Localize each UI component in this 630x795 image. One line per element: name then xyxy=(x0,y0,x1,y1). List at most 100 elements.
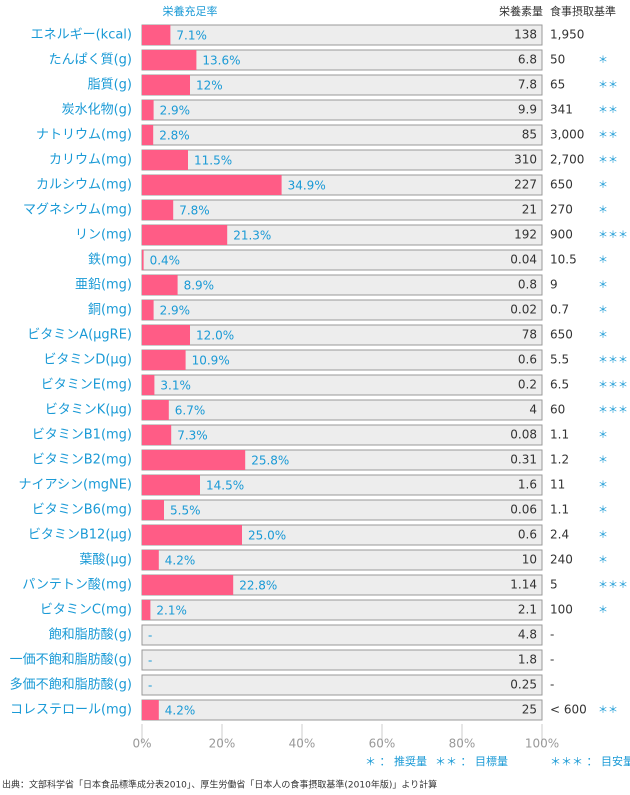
standard: - xyxy=(550,628,554,642)
standard: 900 xyxy=(550,228,573,242)
standard: 0.7 xyxy=(550,303,569,317)
standard: 240 xyxy=(550,553,573,567)
bar xyxy=(142,425,172,445)
standard-header: 食事摂取基準 xyxy=(550,4,616,18)
value-header: 栄養充足率 xyxy=(163,4,218,18)
category-label: 葉酸(μg) xyxy=(79,553,132,568)
value-label: 5.5% xyxy=(170,504,201,518)
standard: 60 xyxy=(550,403,565,417)
amount: 4 xyxy=(529,403,537,417)
standard: 5.5 xyxy=(550,353,569,367)
amount: 0.08 xyxy=(510,428,537,442)
amount: 0.2 xyxy=(518,378,537,392)
bar xyxy=(142,75,190,95)
x-tick-label: 100% xyxy=(525,737,559,751)
category-label: 炭水化物(g) xyxy=(62,103,132,118)
amount: 0.6 xyxy=(518,353,537,367)
value-label: 25.8% xyxy=(251,454,289,468)
bar xyxy=(142,450,246,470)
bar xyxy=(142,700,159,720)
bar xyxy=(142,500,164,520)
standard: 10.5 xyxy=(550,253,577,267)
value-label: 0.4% xyxy=(150,254,181,268)
row-box xyxy=(141,674,543,696)
standard-mark: ＊ xyxy=(598,180,608,191)
amount: 10 xyxy=(522,553,537,567)
value-label: 10.9% xyxy=(192,354,230,368)
standard-mark: ＊＊ xyxy=(598,705,618,716)
category-label: ビタミンK(μg) xyxy=(45,403,132,418)
value-label: 13.6% xyxy=(202,54,240,68)
bar xyxy=(142,325,190,345)
category-label: 飽和脂肪酸(g) xyxy=(49,627,132,643)
standard: 341 xyxy=(550,103,573,117)
standard-mark: ＊＊ xyxy=(598,130,618,141)
bar xyxy=(142,225,228,245)
amount: 227 xyxy=(514,178,537,192)
standard-mark: ＊ xyxy=(598,280,608,291)
standard: 50 xyxy=(550,53,565,67)
standard-mark: ＊ xyxy=(598,505,608,516)
standard: 11 xyxy=(550,478,565,492)
amount: 78 xyxy=(522,328,537,342)
amount: 0.6 xyxy=(518,528,537,542)
standard-mark: ＊＊＊ xyxy=(598,230,628,241)
value-label: - xyxy=(148,629,152,643)
row-box xyxy=(141,299,543,321)
value-label: 8.9% xyxy=(184,279,215,293)
value-label: 4.2% xyxy=(165,704,196,718)
value-label: 2.8% xyxy=(159,129,190,143)
bar xyxy=(142,300,154,320)
value-label: 7.8% xyxy=(179,204,210,218)
value-label: 7.1% xyxy=(176,29,207,43)
value-label: 7.3% xyxy=(177,429,208,443)
category-label: 鉄(mg) xyxy=(88,253,132,268)
legend-entry: ＊＊＊ ： 目安量 xyxy=(550,754,630,768)
standard: 650 xyxy=(550,328,573,342)
standard: 9 xyxy=(550,278,558,292)
category-label: ビタミンB1(mg) xyxy=(32,428,132,443)
standard-mark: ＊＊ xyxy=(598,105,618,116)
standard-mark: ＊ xyxy=(598,555,608,566)
legend-entry: ＊＊ ： 目標量 xyxy=(435,754,508,768)
bar xyxy=(142,200,174,220)
category-label: ナトリウム(mg) xyxy=(36,128,132,143)
standard-mark: ＊＊＊ xyxy=(598,380,628,391)
amount: 21 xyxy=(522,203,537,217)
category-label: ビタミンA(μgRE) xyxy=(27,328,132,343)
bar xyxy=(142,50,197,70)
standard-mark: ＊＊＊ xyxy=(598,405,628,416)
amount: 1.14 xyxy=(510,578,537,592)
amount: 4.8 xyxy=(518,628,537,642)
source: 出典：文部科学省「日本食品標準成分表2010」、厚生労働省「日本人の食事摂取基準… xyxy=(2,779,437,791)
bar xyxy=(142,175,282,195)
row-box xyxy=(141,124,543,146)
standard-mark: ＊＊ xyxy=(598,155,618,166)
value-label: 25.0% xyxy=(248,529,286,543)
standard: 6.5 xyxy=(550,378,569,392)
value-label: 12.0% xyxy=(196,329,234,343)
category-label: リン(mg) xyxy=(75,228,132,243)
row-box xyxy=(141,599,543,621)
row-box xyxy=(141,649,543,671)
row-box xyxy=(141,474,543,496)
value-label: 3.1% xyxy=(160,379,191,393)
standard: 2,700 xyxy=(550,153,584,167)
standard-mark: ＊ xyxy=(598,330,608,341)
standard-mark: ＊ xyxy=(598,605,608,616)
standard: 2.4 xyxy=(550,528,569,542)
row-box xyxy=(141,624,543,646)
value-label: 2.9% xyxy=(160,104,191,118)
amount: 0.04 xyxy=(510,253,537,267)
category-label: ビタミンD(μg) xyxy=(43,353,132,368)
value-label: 22.8% xyxy=(239,579,277,593)
standard: 1,950 xyxy=(550,28,584,42)
standard-mark: ＊ xyxy=(598,55,608,66)
standard-mark: ＊ xyxy=(598,430,608,441)
x-tick-label: 80% xyxy=(449,737,476,751)
row-box xyxy=(141,374,543,396)
standard: 1.1 xyxy=(550,503,569,517)
row-box xyxy=(141,549,543,571)
category-label: パンテトン酸(mg) xyxy=(22,578,132,593)
amount: 25 xyxy=(522,703,537,717)
